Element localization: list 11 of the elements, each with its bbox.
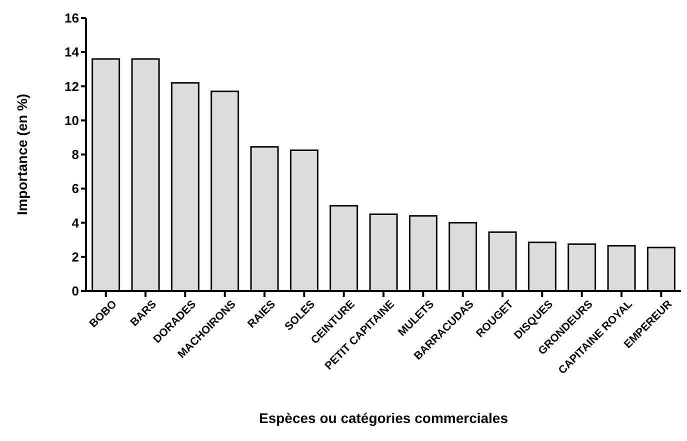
y-tick-label: 14	[64, 44, 80, 60]
y-tick-label: 12	[64, 78, 79, 94]
y-axis-title: Importance (en %)	[14, 94, 30, 216]
y-tick-label: 6	[72, 181, 79, 196]
y-tick-label: 0	[72, 284, 79, 299]
y-tick-label: 10	[64, 112, 79, 128]
y-tick-label: 16	[64, 10, 79, 26]
x-axis-title: Espèces ou catégories commerciales	[258, 410, 508, 426]
y-tick-label: 8	[72, 147, 79, 162]
y-tick-label: 2	[72, 249, 79, 264]
y-tick-label: 4	[72, 215, 80, 230]
